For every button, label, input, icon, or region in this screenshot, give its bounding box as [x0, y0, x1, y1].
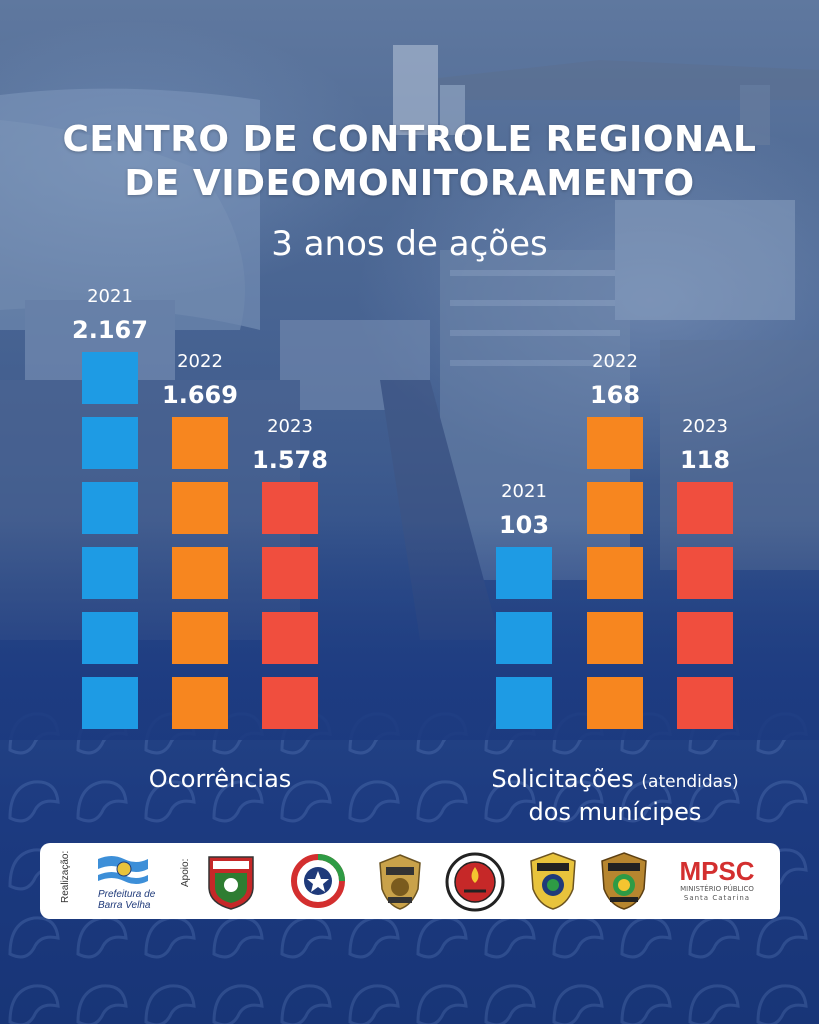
bar-block-1-2022-4	[587, 417, 643, 469]
bar-block-0-2023-3	[262, 482, 318, 534]
chart-caption-ocorrencias: Ocorrências	[60, 764, 380, 794]
bar-block-0-2022-0	[172, 677, 228, 729]
bar-block-1-2023-0	[677, 677, 733, 729]
bar-block-0-2022-2	[172, 547, 228, 599]
bar-year-label-0-2023: 2023	[267, 416, 313, 437]
bar-value-label-1-2023: 118	[680, 446, 730, 474]
realizacao-label: Realização:	[60, 850, 71, 903]
bar-block-1-2021-0	[496, 677, 552, 729]
caption-right-line2: dos munícipes	[528, 798, 702, 826]
corpo-de-bombeiros-seal-icon	[445, 852, 505, 912]
bar-block-0-2021-3	[82, 482, 138, 534]
bar-block-1-2022-1	[587, 612, 643, 664]
bar-block-0-2022-1	[172, 612, 228, 664]
bar-block-1-2022-2	[587, 547, 643, 599]
bar-block-1-2023-1	[677, 612, 733, 664]
policia-federal-badge-icon	[601, 852, 647, 910]
sc-state-logo-icon	[291, 854, 345, 908]
bar-block-1-2021-2	[496, 547, 552, 599]
mpsc-line1: MINISTÉRIO PÚBLICO	[680, 885, 754, 893]
bar-year-label-1-2021: 2021	[501, 481, 547, 502]
bar-value-label-1-2021: 103	[499, 511, 549, 539]
policia-civil-badge-icon	[379, 854, 421, 910]
bar-block-1-2021-1	[496, 612, 552, 664]
bar-block-0-2022-3	[172, 482, 228, 534]
bar-block-0-2022-4	[172, 417, 228, 469]
policia-rodoviaria-federal-badge-icon	[530, 852, 576, 910]
mpsc-logo-text: MPSC	[679, 856, 755, 886]
mpsc-line2: Santa Catarina	[683, 894, 751, 902]
prefeitura-line2: Barra Velha	[98, 900, 151, 911]
bar-block-1-2022-3	[587, 482, 643, 534]
bar-block-0-2023-0	[262, 677, 318, 729]
bar-value-label-1-2022: 168	[590, 381, 640, 409]
bar-year-label-0-2022: 2022	[177, 351, 223, 372]
sponsors-logo-bar: Realização: Prefeitura de Barra Velha Ap…	[40, 843, 780, 919]
bar-block-0-2021-5	[82, 352, 138, 404]
page-title-line1: CENTRO DE CONTROLE REGIONAL	[62, 119, 757, 160]
bar-value-label-0-2022: 1.669	[162, 381, 238, 409]
bar-block-0-2023-2	[262, 547, 318, 599]
caption-left-text: Ocorrências	[148, 765, 292, 793]
chart-caption-solicitacoes: Solicitações (atendidas) dos munícipes	[450, 764, 780, 827]
bar-year-label-0-2021: 2021	[87, 286, 133, 307]
apoio-label: Apoio:	[180, 858, 191, 887]
bar-block-0-2021-1	[82, 612, 138, 664]
bar-block-1-2023-3	[677, 482, 733, 534]
bar-block-0-2021-4	[82, 417, 138, 469]
page-title-line2: DE VIDEOMONITORAMENTO	[124, 163, 695, 204]
bar-value-label-0-2023: 1.578	[252, 446, 328, 474]
bar-block-0-2023-1	[262, 612, 318, 664]
caption-right-main: Solicitações	[491, 765, 634, 793]
page-subtitle: 3 anos de ações	[271, 224, 548, 264]
bar-year-label-1-2022: 2022	[592, 351, 638, 372]
caption-right-small: (atendidas)	[641, 772, 739, 792]
bar-block-1-2022-0	[587, 677, 643, 729]
bar-charts: 2021 2.167 2022 1.669 2023 1.578 2021 103 2022 16…	[72, 286, 733, 729]
seguranca-publica-seal-icon	[208, 856, 254, 910]
bar-block-1-2023-2	[677, 547, 733, 599]
mpsc-logo-icon: MPSC MINISTÉRIO PÚBLICO Santa Catarina	[672, 857, 762, 903]
prefeitura-flag-icon	[98, 856, 148, 884]
bar-value-label-0-2021: 2.167	[72, 316, 148, 344]
bar-year-label-1-2023: 2023	[682, 416, 728, 437]
bar-block-0-2021-0	[82, 677, 138, 729]
bar-block-0-2021-2	[82, 547, 138, 599]
prefeitura-line1: Prefeitura de	[98, 889, 156, 900]
